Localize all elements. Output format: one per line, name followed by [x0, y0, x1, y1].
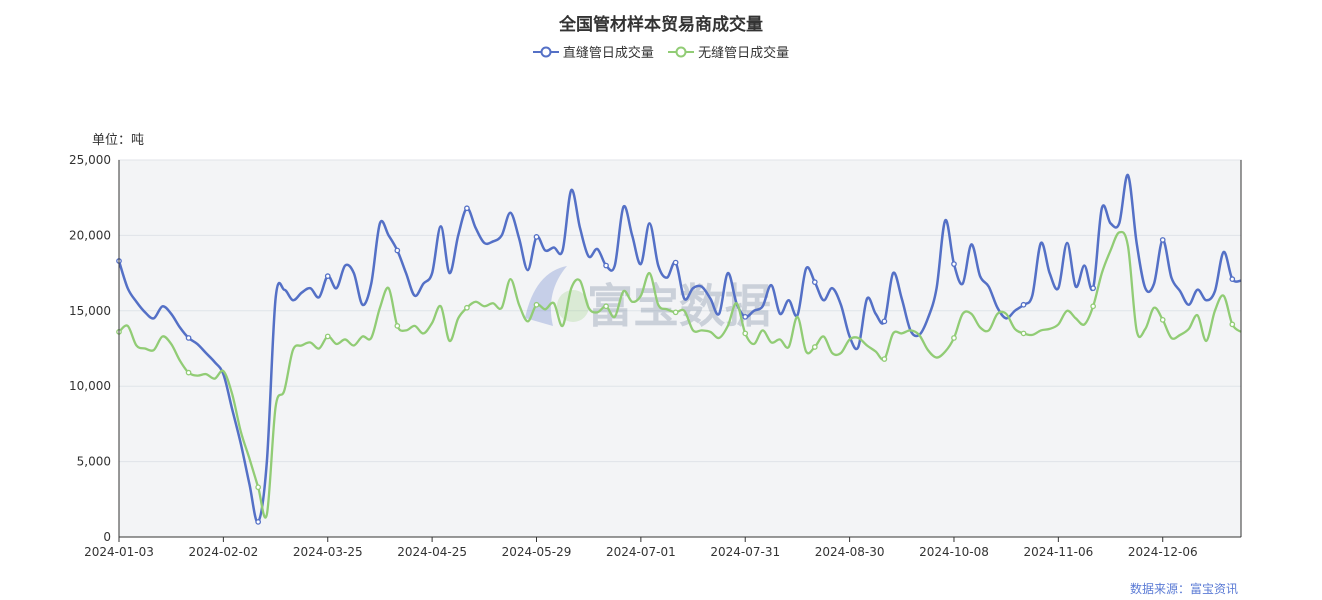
watermark-logo-icon: [525, 266, 567, 326]
grid-lines: [119, 159, 1241, 463]
series-point-1: [255, 484, 262, 491]
x-tick-label: 2024-10-08: [919, 545, 989, 559]
plot-area: [118, 159, 1242, 538]
x-tick-label: 2024-08-30: [815, 545, 885, 559]
data-source-label: 数据来源：富宝资讯: [1129, 582, 1238, 596]
series-point-0: [394, 247, 401, 254]
series-point-0: [603, 262, 609, 269]
series-point-0: [881, 318, 888, 325]
x-tick-label: 2024-02-02: [188, 545, 258, 559]
series-point-0: [324, 273, 331, 279]
y-unit-label: 单位：吨: [92, 133, 145, 148]
x-tick-label: 2024-05-29: [502, 545, 572, 559]
axes: 0 5,000 10,000 15,000 20,000 25,000 2024-01-03…: [69, 153, 1242, 559]
chart-title: 全国管材样本贸易商成交量: [559, 15, 763, 35]
series-line-0: [117, 173, 1242, 524]
series-line-1: [118, 230, 1242, 519]
x-tick-label: 2024-12-06: [1128, 545, 1198, 559]
legend: 直缝管日成交量 无缝管日成交量: [0, 42, 1322, 63]
y-tick-label: 0: [103, 530, 111, 544]
series-point-1: [881, 356, 888, 362]
series-point-1: [1159, 316, 1166, 323]
y-tick-label: 20,000: [69, 228, 111, 242]
legend-line-icon-1: [668, 46, 695, 57]
series-point-0: [1090, 285, 1096, 292]
series-point-0: [1159, 237, 1166, 243]
series-point-0: [255, 519, 262, 525]
series-point-1: [533, 301, 540, 308]
series-point-0: [1229, 276, 1236, 282]
x-tick-label: 2024-07-01: [606, 545, 676, 559]
series-point-1: [951, 335, 957, 341]
series-point-0: [951, 261, 957, 267]
y-tick-label: 25,000: [69, 153, 111, 167]
legend-item-0[interactable]: 直缝管日成交量: [532, 42, 654, 61]
legend-line-icon-0: [532, 46, 559, 57]
x-tick-label: 2024-11-06: [1023, 545, 1093, 559]
series-point-0: [1020, 301, 1027, 308]
series-point-1: [742, 330, 749, 337]
series-point-0: [533, 234, 540, 240]
y-tick-label: 15,000: [69, 304, 111, 318]
series-point-0: [811, 279, 818, 285]
series-point-1: [672, 309, 679, 316]
x-tick-label: 2024-01-03: [84, 545, 154, 559]
series-point-1: [464, 304, 470, 311]
y-tick-label: 5,000: [77, 455, 111, 469]
y-tick-label: 10,000: [69, 379, 111, 393]
series-point-1: [1229, 321, 1236, 328]
series-point-1: [1020, 330, 1027, 337]
series-point-1: [811, 344, 818, 350]
series-point-0: [672, 259, 679, 266]
series-point-0: [185, 335, 192, 341]
series-layer: [116, 173, 1242, 525]
legend-label-0: 直缝管日成交量: [562, 46, 654, 61]
series-point-1: [394, 323, 401, 329]
series-point-0: [464, 205, 470, 212]
x-tick-label: 2024-03-25: [293, 545, 363, 559]
x-tick-label: 2024-04-25: [397, 545, 467, 559]
series-point-1: [603, 303, 609, 310]
series-point-1: [324, 333, 331, 340]
x-tick-label: 2024-07-31: [710, 545, 780, 559]
legend-item-1[interactable]: 无缝管日成交量: [668, 42, 789, 61]
series-point-1: [1090, 303, 1096, 310]
legend-label-1: 无缝管日成交量: [698, 46, 790, 61]
series-point-0: [742, 313, 749, 320]
series-point-1: [185, 369, 192, 376]
